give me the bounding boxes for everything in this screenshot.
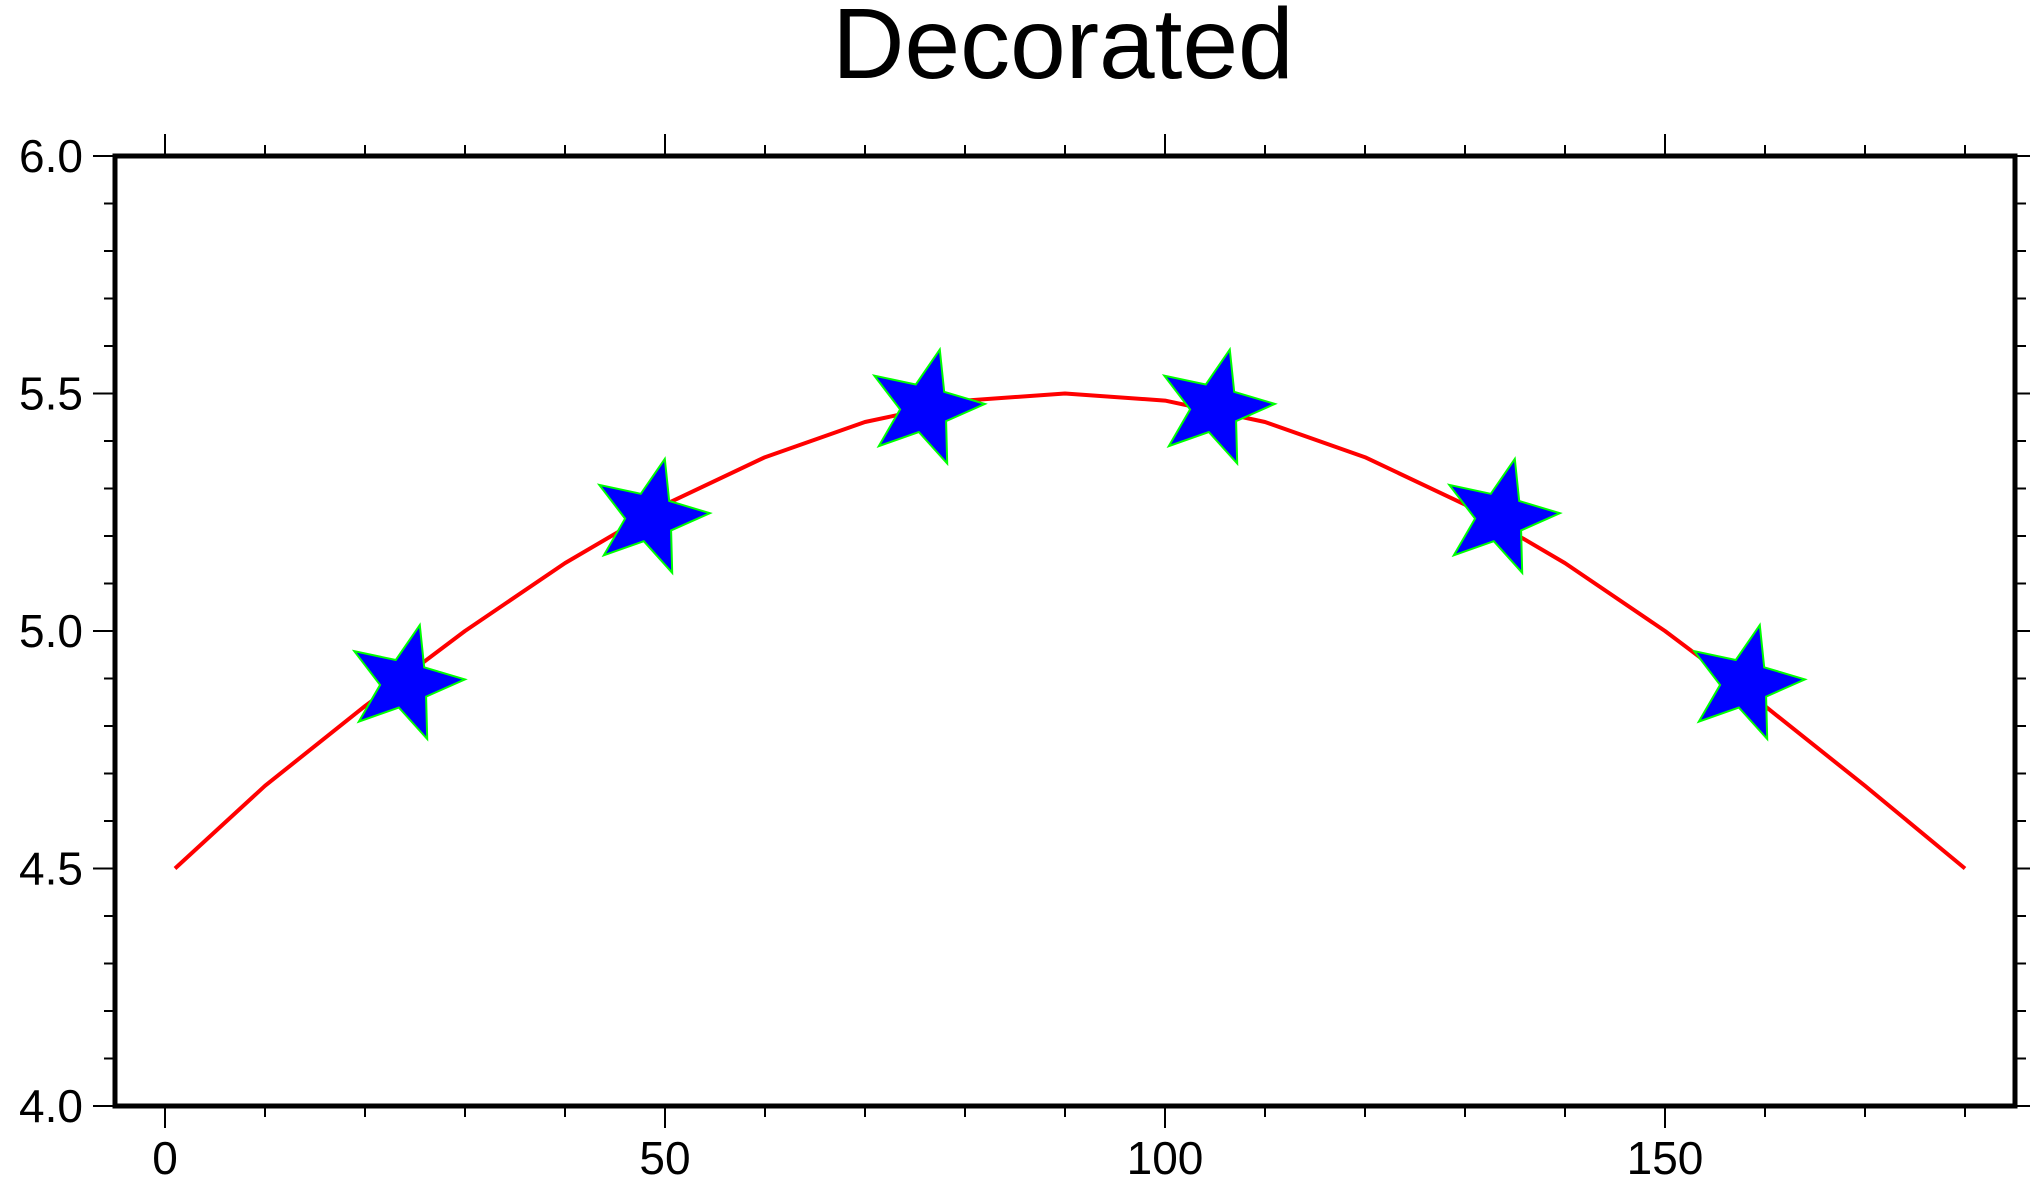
axis-ticks — [93, 134, 2030, 1128]
y-tick-label: 5.5 — [19, 368, 83, 420]
star-marker — [596, 456, 713, 576]
x-tick-label: 0 — [152, 1132, 178, 1184]
plot-series — [173, 346, 1967, 871]
star-marker — [1161, 346, 1278, 467]
chart-title: Decorated — [832, 0, 1293, 100]
star-marker — [1446, 456, 1563, 576]
plot-frame — [112, 153, 2018, 1109]
star-marker — [871, 346, 988, 467]
y-tick-label: 6.0 — [19, 130, 83, 182]
tick-labels: 0 50 100 150 4.0 4.5 5.0 5.5 6.0 — [19, 130, 1703, 1184]
star-marker — [1691, 622, 1808, 742]
x-tick-label: 50 — [639, 1132, 690, 1184]
x-tick-label: 150 — [1627, 1132, 1704, 1184]
series-line — [173, 391, 1967, 871]
y-tick-label: 5.0 — [19, 605, 83, 657]
y-tick-label: 4.0 — [19, 1080, 83, 1132]
x-tick-label: 100 — [1127, 1132, 1204, 1184]
y-tick-label: 4.5 — [19, 843, 83, 895]
star-marker — [351, 622, 468, 742]
